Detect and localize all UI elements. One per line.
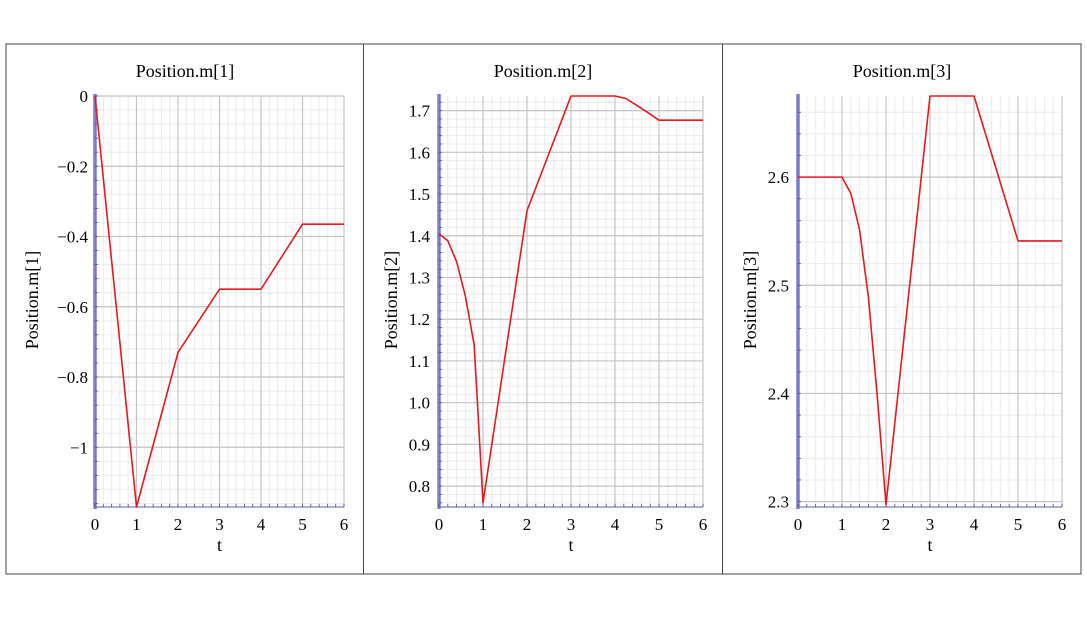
x-tick-label: 0 xyxy=(794,515,803,534)
x-tick-label: 5 xyxy=(1014,515,1023,534)
y-axis-label: Position.m[2] xyxy=(381,251,401,350)
y-tick-label: 2.6 xyxy=(768,168,789,187)
x-tick-label: 3 xyxy=(215,515,224,534)
x-tick-label: 6 xyxy=(1058,515,1067,534)
x-tick-label: 2 xyxy=(174,515,183,534)
chart-panel-3: 0 1 2 3 4 5 6 2.3 2.4 2.5 2.6 Position.m[3] t Positio… xyxy=(740,61,1066,555)
x-tick-label: 3 xyxy=(567,515,576,534)
chart-panel-1: 0 1 2 3 4 5 6 0 −0.2 −0.4 −0.6 −0.8 −1 Position.m[1] t… xyxy=(22,61,348,555)
series-line xyxy=(94,95,344,508)
x-tick-label: 5 xyxy=(655,515,664,534)
y-tick-label: 0 xyxy=(80,87,89,106)
y-tick-label: 2.4 xyxy=(768,384,790,403)
x-tick-label: 2 xyxy=(882,515,891,534)
chart-title: Position.m[2] xyxy=(494,61,593,81)
x-tick-label: 4 xyxy=(611,515,620,534)
chart-title: Position.m[1] xyxy=(136,61,235,81)
x-tick-label: 3 xyxy=(926,515,935,534)
x-tick-label: 4 xyxy=(257,515,266,534)
y-tick-label: −0.4 xyxy=(57,228,88,247)
y-tick-label: −0.6 xyxy=(57,298,88,317)
x-tick-label: 6 xyxy=(340,515,349,534)
y-tick-label: 2.3 xyxy=(768,493,789,512)
x-tick-label: 1 xyxy=(479,515,488,534)
x-tick-label: 1 xyxy=(838,515,847,534)
y-tick-label: 1.1 xyxy=(409,352,430,371)
y-tick-label: −1 xyxy=(70,438,88,457)
y-tick-label: 1.3 xyxy=(409,269,430,288)
y-tick-label: −0.2 xyxy=(57,157,88,176)
y-tick-label: 2.5 xyxy=(768,276,789,295)
x-tick-label: 6 xyxy=(699,515,708,534)
series-line xyxy=(798,95,1062,506)
chart-title: Position.m[3] xyxy=(853,61,952,81)
y-tick-label: −0.8 xyxy=(57,368,88,387)
chart-panel-2: 0 1 2 3 4 5 6 0.8 0.9 1.0 1.1 1.2 1.3 1.4 1.5 1.6 1.7 Pos… xyxy=(381,61,707,555)
series-line xyxy=(438,95,703,504)
y-tick-label: 0.8 xyxy=(409,477,430,496)
y-tick-label: 1.4 xyxy=(409,227,431,246)
y-tick-label: 1.2 xyxy=(409,310,430,329)
y-tick-label: 0.9 xyxy=(409,435,430,454)
x-axis-label: t xyxy=(927,535,932,555)
x-tick-label: 4 xyxy=(970,515,979,534)
x-tick-label: 2 xyxy=(523,515,532,534)
y-axis-label: Position.m[1] xyxy=(22,251,42,350)
x-tick-label: 0 xyxy=(435,515,444,534)
y-axis-label: Position.m[3] xyxy=(740,251,760,350)
y-tick-label: 1.5 xyxy=(409,185,430,204)
x-axis-label: t xyxy=(217,535,222,555)
x-axis-label: t xyxy=(568,535,573,555)
x-tick-label: 0 xyxy=(91,515,100,534)
x-tick-label: 1 xyxy=(132,515,141,534)
x-tick-label: 5 xyxy=(298,515,307,534)
y-tick-label: 1.7 xyxy=(409,102,431,121)
y-tick-label: 1.0 xyxy=(409,394,430,413)
y-tick-label: 1.6 xyxy=(409,143,430,162)
